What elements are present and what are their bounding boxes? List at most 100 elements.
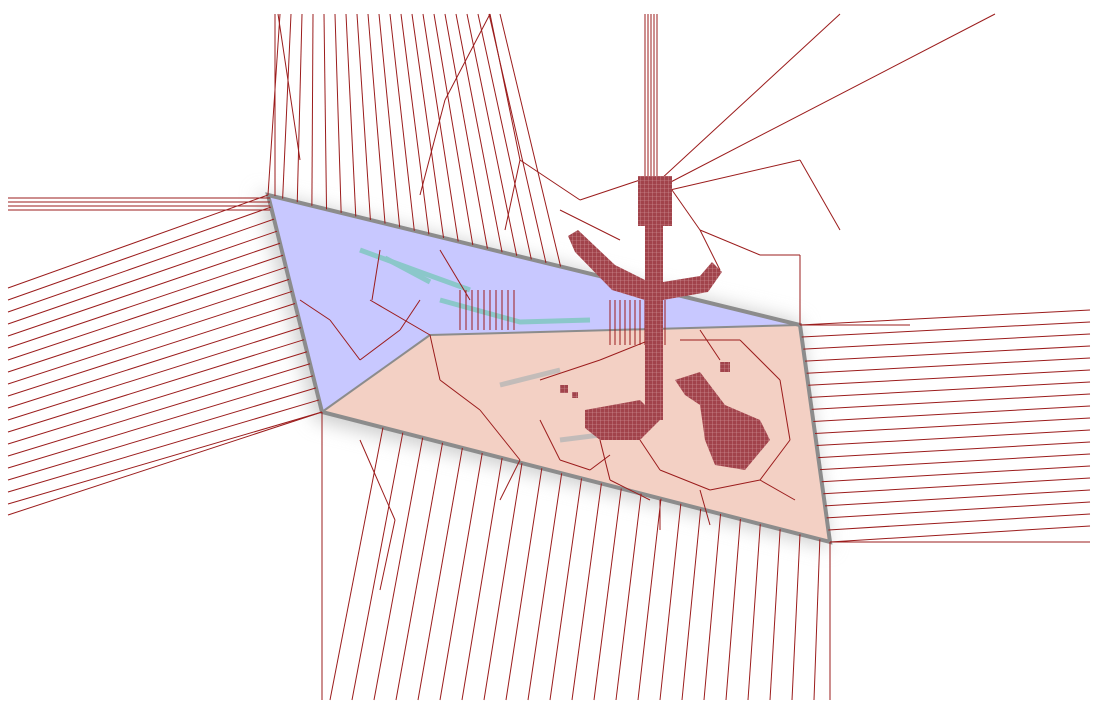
voronoi-edge <box>769 529 781 701</box>
voronoi-edge <box>7 411 323 505</box>
voronoi-edge-interior <box>699 329 721 361</box>
voronoi-edge <box>444 13 488 249</box>
voronoi-edge <box>7 242 281 337</box>
voronoi-edge <box>703 513 722 701</box>
voronoi-edge-interior <box>359 329 401 361</box>
voronoi-edge <box>7 278 290 373</box>
voronoi-edge <box>664 13 996 186</box>
voronoi-edge <box>814 417 1091 434</box>
voronoi-edge <box>823 477 1091 495</box>
upper-face-region <box>268 195 800 412</box>
voronoi-edge <box>7 230 278 325</box>
voronoi-edge <box>593 488 622 701</box>
voronoi-edge <box>351 432 404 701</box>
voronoi-edge <box>296 13 303 203</box>
voronoi-edge <box>801 321 1091 338</box>
voronoi-edge <box>7 315 299 409</box>
voronoi-edge <box>7 206 272 301</box>
voronoi-edge <box>7 399 320 493</box>
voronoi-edge <box>466 13 518 256</box>
voronoi-edge <box>637 498 662 701</box>
voronoi-edge <box>7 254 284 349</box>
voronoi-edge-interior <box>699 229 721 271</box>
voronoi-edge <box>799 309 1091 326</box>
voronoi-edge <box>439 452 483 701</box>
voronoi-edge <box>359 439 396 521</box>
voronoi-edge-interior <box>399 299 421 331</box>
voronoi-edge <box>659 503 682 701</box>
glyph-strokes <box>560 176 770 470</box>
voronoi-edge <box>725 519 741 701</box>
voronoi-edge-interior <box>639 439 661 471</box>
glyph-vertical-stem <box>645 220 663 420</box>
voronoi-edge-interior <box>579 179 641 201</box>
voronoi-edge-interior <box>599 439 611 481</box>
voronoi-edge <box>549 478 583 701</box>
voronoi-edge <box>334 13 342 213</box>
voronoi-edge <box>7 387 317 481</box>
voronoi-edge-interior <box>539 359 601 381</box>
voronoi-edge <box>7 194 269 289</box>
voronoi-edge <box>345 13 357 217</box>
voronoi-edge <box>821 465 1091 483</box>
voronoi-edge <box>267 13 281 196</box>
glyph-dot-3 <box>720 362 730 372</box>
voronoi-edge-interior <box>599 339 651 361</box>
voronoi-edge <box>747 524 761 701</box>
voronoi-edge-interior <box>369 299 431 336</box>
voronoi-edge <box>7 266 287 361</box>
voronoi-edge <box>400 13 430 235</box>
voronoi-edge-interior <box>671 189 701 231</box>
glyph-right-curl <box>675 372 770 470</box>
voronoi-edge-interior <box>419 99 446 196</box>
voronoi-edge <box>826 501 1091 519</box>
voronoi-edge <box>7 411 323 516</box>
voronoi-edge <box>659 13 841 181</box>
voronoi-edge <box>809 381 1091 398</box>
voronoi-edge <box>7 351 308 445</box>
glyph-right-arm <box>663 262 722 300</box>
voronoi-edge <box>799 159 841 231</box>
voronoi-edge <box>808 369 1091 386</box>
voronoi-edge-interior <box>759 439 791 481</box>
voronoi-edge <box>7 218 275 313</box>
voronoi-edge <box>7 339 305 433</box>
voronoi-edge-interior <box>559 459 591 471</box>
voronoi-edge <box>477 13 532 260</box>
voronoi-edge <box>7 303 296 397</box>
voronoi-edge <box>379 519 396 591</box>
voronoi-edge-interior <box>609 479 651 501</box>
voronoi-edge <box>367 13 386 224</box>
voronoi-edge <box>422 13 459 242</box>
voronoi-edge <box>329 427 384 701</box>
voronoi-edge-interior <box>329 319 361 361</box>
voronoi-edge-interior <box>759 479 796 501</box>
voronoi-edge <box>323 13 328 210</box>
voronoi-edge-interior <box>499 459 521 501</box>
voronoi-edge-interior <box>589 454 611 471</box>
voronoi-edge <box>378 13 401 228</box>
voronoi-edge <box>819 453 1091 471</box>
voronoi-edge <box>7 375 314 469</box>
voronoi-edge <box>389 13 415 231</box>
voronoi-edge <box>455 13 503 253</box>
voronoi-edge-interior <box>519 159 581 201</box>
voronoi-edge <box>483 463 523 701</box>
glyph-top-block <box>638 176 672 226</box>
voronoi-edge <box>681 508 702 701</box>
voronoi-edge-interior <box>739 339 781 381</box>
voronoi-edge <box>806 357 1091 374</box>
glyph-left-arm <box>568 230 645 300</box>
voronoi-edge <box>7 290 293 385</box>
voronoi-edge <box>282 13 292 199</box>
glyph-dot-1 <box>560 385 568 393</box>
voronoi-edge <box>7 363 311 457</box>
voronoi-edge-interior <box>559 209 621 241</box>
glyph-lower-hook <box>585 400 660 440</box>
voronoi-edges <box>7 13 1091 701</box>
voronoi-edge <box>395 442 444 701</box>
voronoi-edge-interior <box>699 229 761 256</box>
voronoi-edge-interior <box>299 299 331 321</box>
